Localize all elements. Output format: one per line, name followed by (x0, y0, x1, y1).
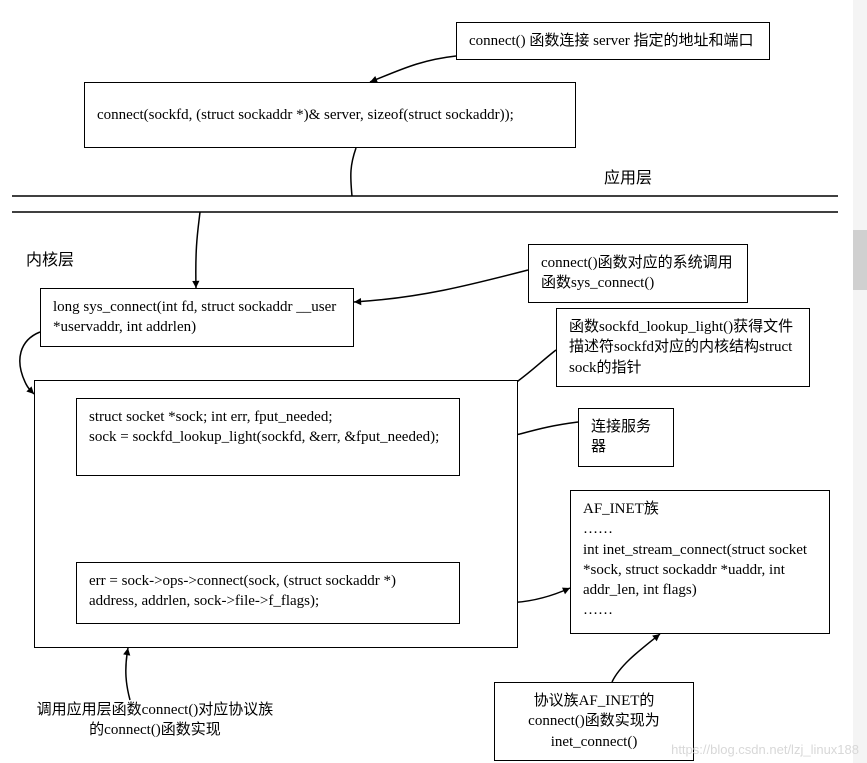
box-sys-connect: long sys_connect(int fd, struct sockaddr… (40, 288, 354, 347)
box-connect-call: connect(sockfd, (struct sockaddr *)& ser… (84, 82, 576, 148)
scrollbar-thumb[interactable] (853, 230, 867, 290)
box-desc-proto: 协议族AF_INET的connect()函数实现为inet_connect() (494, 682, 694, 761)
label-app-layer: 应用层 (604, 164, 652, 188)
box-af-inet: AF_INET族……int inet_stream_connect(struct… (570, 490, 830, 634)
box-lookup-light: struct socket *sock; int err, fput_neede… (76, 398, 460, 476)
box-ops-connect: err = sock->ops->connect(sock, (struct s… (76, 562, 460, 624)
box-desc-sys-connect: connect()函数对应的系统调用函数sys_connect() (528, 244, 748, 303)
box-desc-connect: connect() 函数连接 server 指定的地址和端口 (456, 22, 770, 60)
box-desc-connect-server: 连接服务器 (578, 408, 674, 467)
label-desc-app-call: 调用应用层函数connect()对应协议族的connect()函数实现 (30, 700, 280, 746)
scrollbar-track (853, 0, 867, 763)
label-kernel-layer: 内核层 (26, 246, 74, 270)
watermark: https://blog.csdn.net/lzj_linux188 (671, 742, 859, 757)
box-desc-lookup: 函数sockfd_lookup_light()获得文件描述符sockfd对应的内… (556, 308, 810, 387)
